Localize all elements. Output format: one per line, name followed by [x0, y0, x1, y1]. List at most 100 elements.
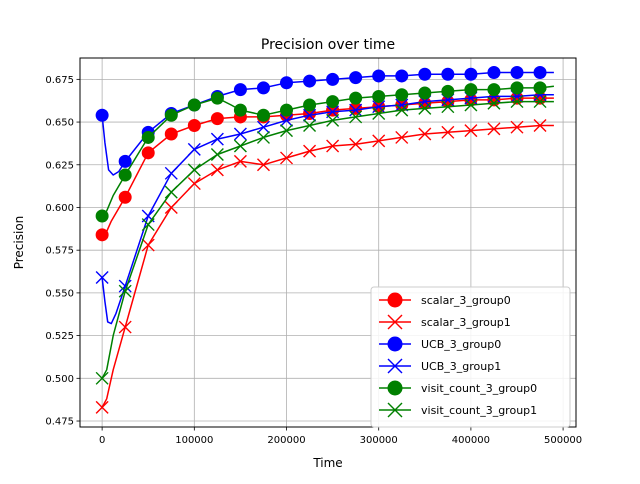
data-point-UCB_3_group0-marker: [418, 67, 432, 81]
legend-swatch-marker: [387, 358, 403, 374]
data-point-visit_count_3_group1-marker-stroke-b: [95, 371, 109, 385]
data-point-scalar_3_group1-marker-stroke-b: [233, 154, 247, 168]
data-point-visit_count_3_group1-marker: [187, 163, 201, 177]
data-point-visit_count_3_group1-marker-stroke-b: [141, 218, 155, 232]
data-point-UCB_3_group1-marker: [256, 120, 270, 134]
data-point-visit_count_3_group1-marker-stroke-b: [164, 185, 178, 199]
data-point-visit_count_3_group0-marker: [233, 103, 247, 117]
data-point-UCB_3_group0-marker: [487, 66, 501, 80]
data-point-scalar_3_group1-marker-stroke-b: [326, 139, 340, 153]
data-point-UCB_3_group1-marker: [164, 166, 178, 180]
data-point-scalar_3_group1-marker: [326, 139, 340, 153]
data-point-visit_count_3_group1-marker-stroke-b: [210, 148, 224, 162]
data-point-scalar_3_group0-marker: [164, 127, 178, 141]
data-point-visit_count_3_group1-marker: [395, 103, 409, 117]
data-point-visit_count_3_group1-marker: [533, 95, 547, 109]
data-point-scalar_3_group0-marker: [95, 228, 109, 242]
data-point-UCB_3_group0-marker: [233, 83, 247, 97]
data-point-visit_count_3_group1-marker: [441, 100, 455, 114]
axis-ticks: 0 100000 200000 300000 400000 500000 0.475 0.50…: [45, 75, 582, 446]
data-point-visit_count_3_group1-marker-stroke-b: [118, 284, 132, 298]
data-point-visit_count_3_group0-marker: [533, 81, 547, 95]
data-point-visit_count_3_group1-marker: [487, 96, 501, 110]
data-point-UCB_3_group1-marker: [118, 279, 132, 293]
data-point-visit_count_3_group1-marker-stroke-b: [464, 98, 478, 112]
x-tick-label: 100000: [175, 435, 213, 446]
data-point-UCB_3_group1-marker-stroke-b: [210, 132, 224, 146]
data-point-scalar_3_group1-marker: [533, 118, 547, 132]
data-point-scalar_3_group1-marker-stroke-b: [533, 118, 547, 132]
data-point-visit_count_3_group0-marker: [487, 83, 501, 97]
y-axis-label: Precision: [12, 216, 26, 270]
data-point-visit_count_3_group1-marker: [349, 110, 363, 124]
legend-swatch-marker-stroke-b: [387, 402, 403, 418]
legend-item: UCB_3_group0: [379, 336, 501, 352]
legend-swatch-marker: [387, 336, 403, 352]
data-point-UCB_3_group0-marker: [118, 154, 132, 168]
data-point-scalar_3_group1-marker: [187, 177, 201, 191]
data-point-visit_count_3_group0-marker: [441, 84, 455, 98]
data-point-visit_count_3_group1-marker-stroke-b: [303, 118, 317, 132]
series-layer: [95, 66, 554, 414]
data-point-visit_count_3_group0-marker: [256, 108, 270, 122]
data-point-UCB_3_group0-marker: [464, 67, 478, 81]
data-point-visit_count_3_group1-marker: [141, 218, 155, 232]
data-point-visit_count_3_group1-marker: [118, 284, 132, 298]
data-point-UCB_3_group1-marker: [280, 113, 294, 127]
data-point-visit_count_3_group0-marker: [326, 95, 340, 109]
data-point-visit_count_3_group0-marker: [303, 98, 317, 112]
data-point-UCB_3_group1-marker: [303, 108, 317, 122]
data-point-visit_count_3_group1-marker: [464, 98, 478, 112]
data-point-scalar_3_group0-marker: [118, 190, 132, 204]
data-point-UCB_3_group0-marker: [441, 67, 455, 81]
legend-swatch-marker-stroke-b: [387, 314, 403, 330]
data-point-visit_count_3_group1-marker: [95, 371, 109, 385]
data-point-scalar_3_group1-marker: [418, 127, 432, 141]
data-point-UCB_3_group0-marker: [349, 71, 363, 85]
data-point-UCB_3_group1-marker-stroke-b: [303, 108, 317, 122]
y-tick-label: 0.600: [45, 203, 74, 214]
series-visit_count_3_group1: [95, 95, 554, 385]
data-point-scalar_3_group1-marker-stroke-b: [280, 151, 294, 165]
data-point-visit_count_3_group1-marker-stroke-b: [280, 124, 294, 138]
data-point-UCB_3_group1-marker-stroke-b: [395, 98, 409, 112]
legend-item: UCB_3_group1: [379, 358, 501, 374]
data-point-visit_count_3_group1-marker-stroke-b: [487, 96, 501, 110]
data-point-visit_count_3_group1-marker: [303, 118, 317, 132]
plot-frame: [79, 57, 577, 428]
y-tick-label: 0.550: [45, 288, 74, 299]
data-point-scalar_3_group1-marker: [95, 400, 109, 414]
data-point-visit_count_3_group1-marker: [510, 95, 524, 109]
data-point-UCB_3_group0-marker: [510, 66, 524, 80]
legend-label: UCB_3_group1: [421, 360, 501, 373]
data-point-scalar_3_group0-marker: [141, 146, 155, 160]
data-point-scalar_3_group1-marker-stroke-b: [349, 137, 363, 151]
series-scalar_3_group1: [95, 118, 554, 414]
y-tick-label: 0.475: [45, 417, 74, 428]
data-point-visit_count_3_group1-marker-stroke-b: [533, 95, 547, 109]
data-point-visit_count_3_group0-marker: [349, 91, 363, 105]
data-point-UCB_3_group1-marker-stroke-b: [280, 113, 294, 127]
legend-item: visit_count_3_group1: [379, 402, 537, 418]
data-point-visit_count_3_group0-marker: [141, 130, 155, 144]
data-point-visit_count_3_group0-marker: [464, 83, 478, 97]
data-point-UCB_3_group1-marker-stroke-b: [372, 100, 386, 114]
data-point-visit_count_3_group0-marker: [510, 81, 524, 95]
data-point-scalar_3_group1-marker: [510, 120, 524, 134]
data-point-scalar_3_group1-marker: [164, 200, 178, 214]
data-point-UCB_3_group0-marker: [533, 66, 547, 80]
data-point-scalar_3_group1-marker: [303, 144, 317, 158]
data-point-UCB_3_group1-marker: [233, 127, 247, 141]
data-point-scalar_3_group1-marker-stroke-b: [141, 238, 155, 252]
data-point-scalar_3_group1-marker-stroke-b: [510, 120, 524, 134]
y-tick-label: 0.500: [45, 374, 74, 385]
data-point-UCB_3_group0-marker: [95, 108, 109, 122]
data-point-UCB_3_group0-marker: [326, 72, 340, 86]
data-point-scalar_3_group1-marker: [280, 151, 294, 165]
legend-label: visit_count_3_group0: [421, 382, 537, 395]
data-point-scalar_3_group1-marker-stroke-b: [418, 127, 432, 141]
data-point-UCB_3_group0-marker: [303, 74, 317, 88]
data-point-visit_count_3_group1-marker-stroke-b: [441, 100, 455, 114]
